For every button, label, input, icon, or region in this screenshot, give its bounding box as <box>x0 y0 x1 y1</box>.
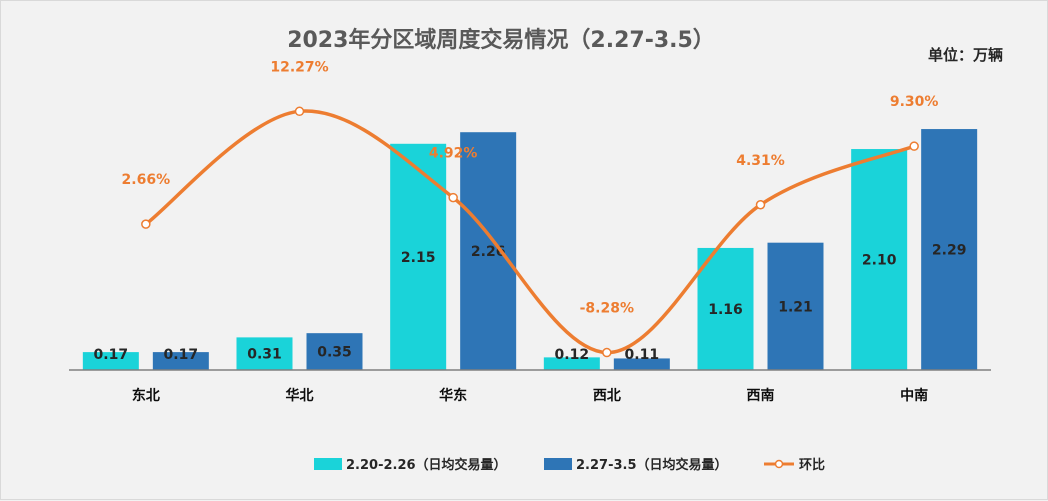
legend-swatch-marker <box>774 459 784 469</box>
bar-curr-1 <box>306 333 363 370</box>
category-label-2: 华东 <box>439 387 467 404</box>
bar-curr-5 <box>921 129 978 370</box>
bar-prev-0 <box>82 352 139 370</box>
bar-prev-1 <box>236 337 293 370</box>
mom-point-5 <box>909 141 919 151</box>
line-layer: 2.66% 12.27% 4.92% -8.28% 4.31% 9.30% <box>122 59 939 358</box>
bar-label-curr-0: 0.17 <box>164 347 199 363</box>
category-label-4: 西南 <box>747 387 775 404</box>
category-labels: 东北 华北 华东 西北 西南 中南 <box>132 387 928 404</box>
bar-label-prev-2: 2.15 <box>401 250 436 266</box>
bar-prev-5 <box>851 149 908 370</box>
legend-label-0: 2.20-2.26（日均交易量） <box>346 457 507 473</box>
mom-label-2: 4.92% <box>429 146 478 162</box>
legend-label-2: 环比 <box>799 457 825 473</box>
legend-swatch-0 <box>314 458 342 470</box>
mom-point-1 <box>294 106 305 117</box>
legend-swatch-1 <box>544 458 572 470</box>
category-label-5: 中南 <box>900 387 928 404</box>
bar-label-prev-5: 2.10 <box>862 253 897 269</box>
mom-label-0: 2.66% <box>122 172 171 188</box>
legend: 2.20-2.26（日均交易量） 2.27-3.5（日均交易量） 环比 <box>314 457 825 473</box>
mom-point-2 <box>448 192 458 203</box>
mom-point-4 <box>755 200 766 210</box>
mom-label-5: 9.30% <box>890 94 939 110</box>
legend-label-1: 2.27-3.5（日均交易量） <box>576 457 728 473</box>
bar-label-curr-1: 0.35 <box>317 345 352 361</box>
category-label-3: 西北 <box>593 388 621 404</box>
bar-curr-3 <box>613 358 670 370</box>
bar-label-prev-1: 0.31 <box>247 347 282 363</box>
bar-label-curr-5: 2.29 <box>932 243 967 259</box>
mom-label-1: 12.27% <box>270 59 328 75</box>
bar-label-curr-4: 1.21 <box>778 299 813 315</box>
bars-layer: 0.17 0.17 0.31 0.352.15 2.260.12 0.111.16 1.21… <box>82 129 978 370</box>
bar-curr-2 <box>460 132 517 370</box>
bar-prev-2 <box>390 143 447 370</box>
category-label-0: 东北 <box>132 387 160 404</box>
mom-point-3 <box>602 347 612 358</box>
mom-point-0 <box>141 219 151 229</box>
mom-label-4: 4.31% <box>736 153 785 169</box>
bar-label-prev-4: 1.16 <box>708 302 743 318</box>
bar-label-curr-3: 0.11 <box>625 347 660 363</box>
unit-label: 单位：万辆 <box>928 46 1003 64</box>
bar-curr-4 <box>767 242 824 370</box>
bar-label-prev-3: 0.12 <box>555 347 590 363</box>
bar-curr-0 <box>152 352 209 370</box>
mom-label-3: -8.28% <box>580 301 634 317</box>
chart-title: 2023年分区域周度交易情况（2.27-3.5） <box>287 27 715 53</box>
bar-prev-3 <box>543 357 600 370</box>
bar-prev-4 <box>697 247 754 370</box>
bar-label-prev-0: 0.17 <box>94 347 129 363</box>
category-label-1: 华北 <box>286 387 314 404</box>
